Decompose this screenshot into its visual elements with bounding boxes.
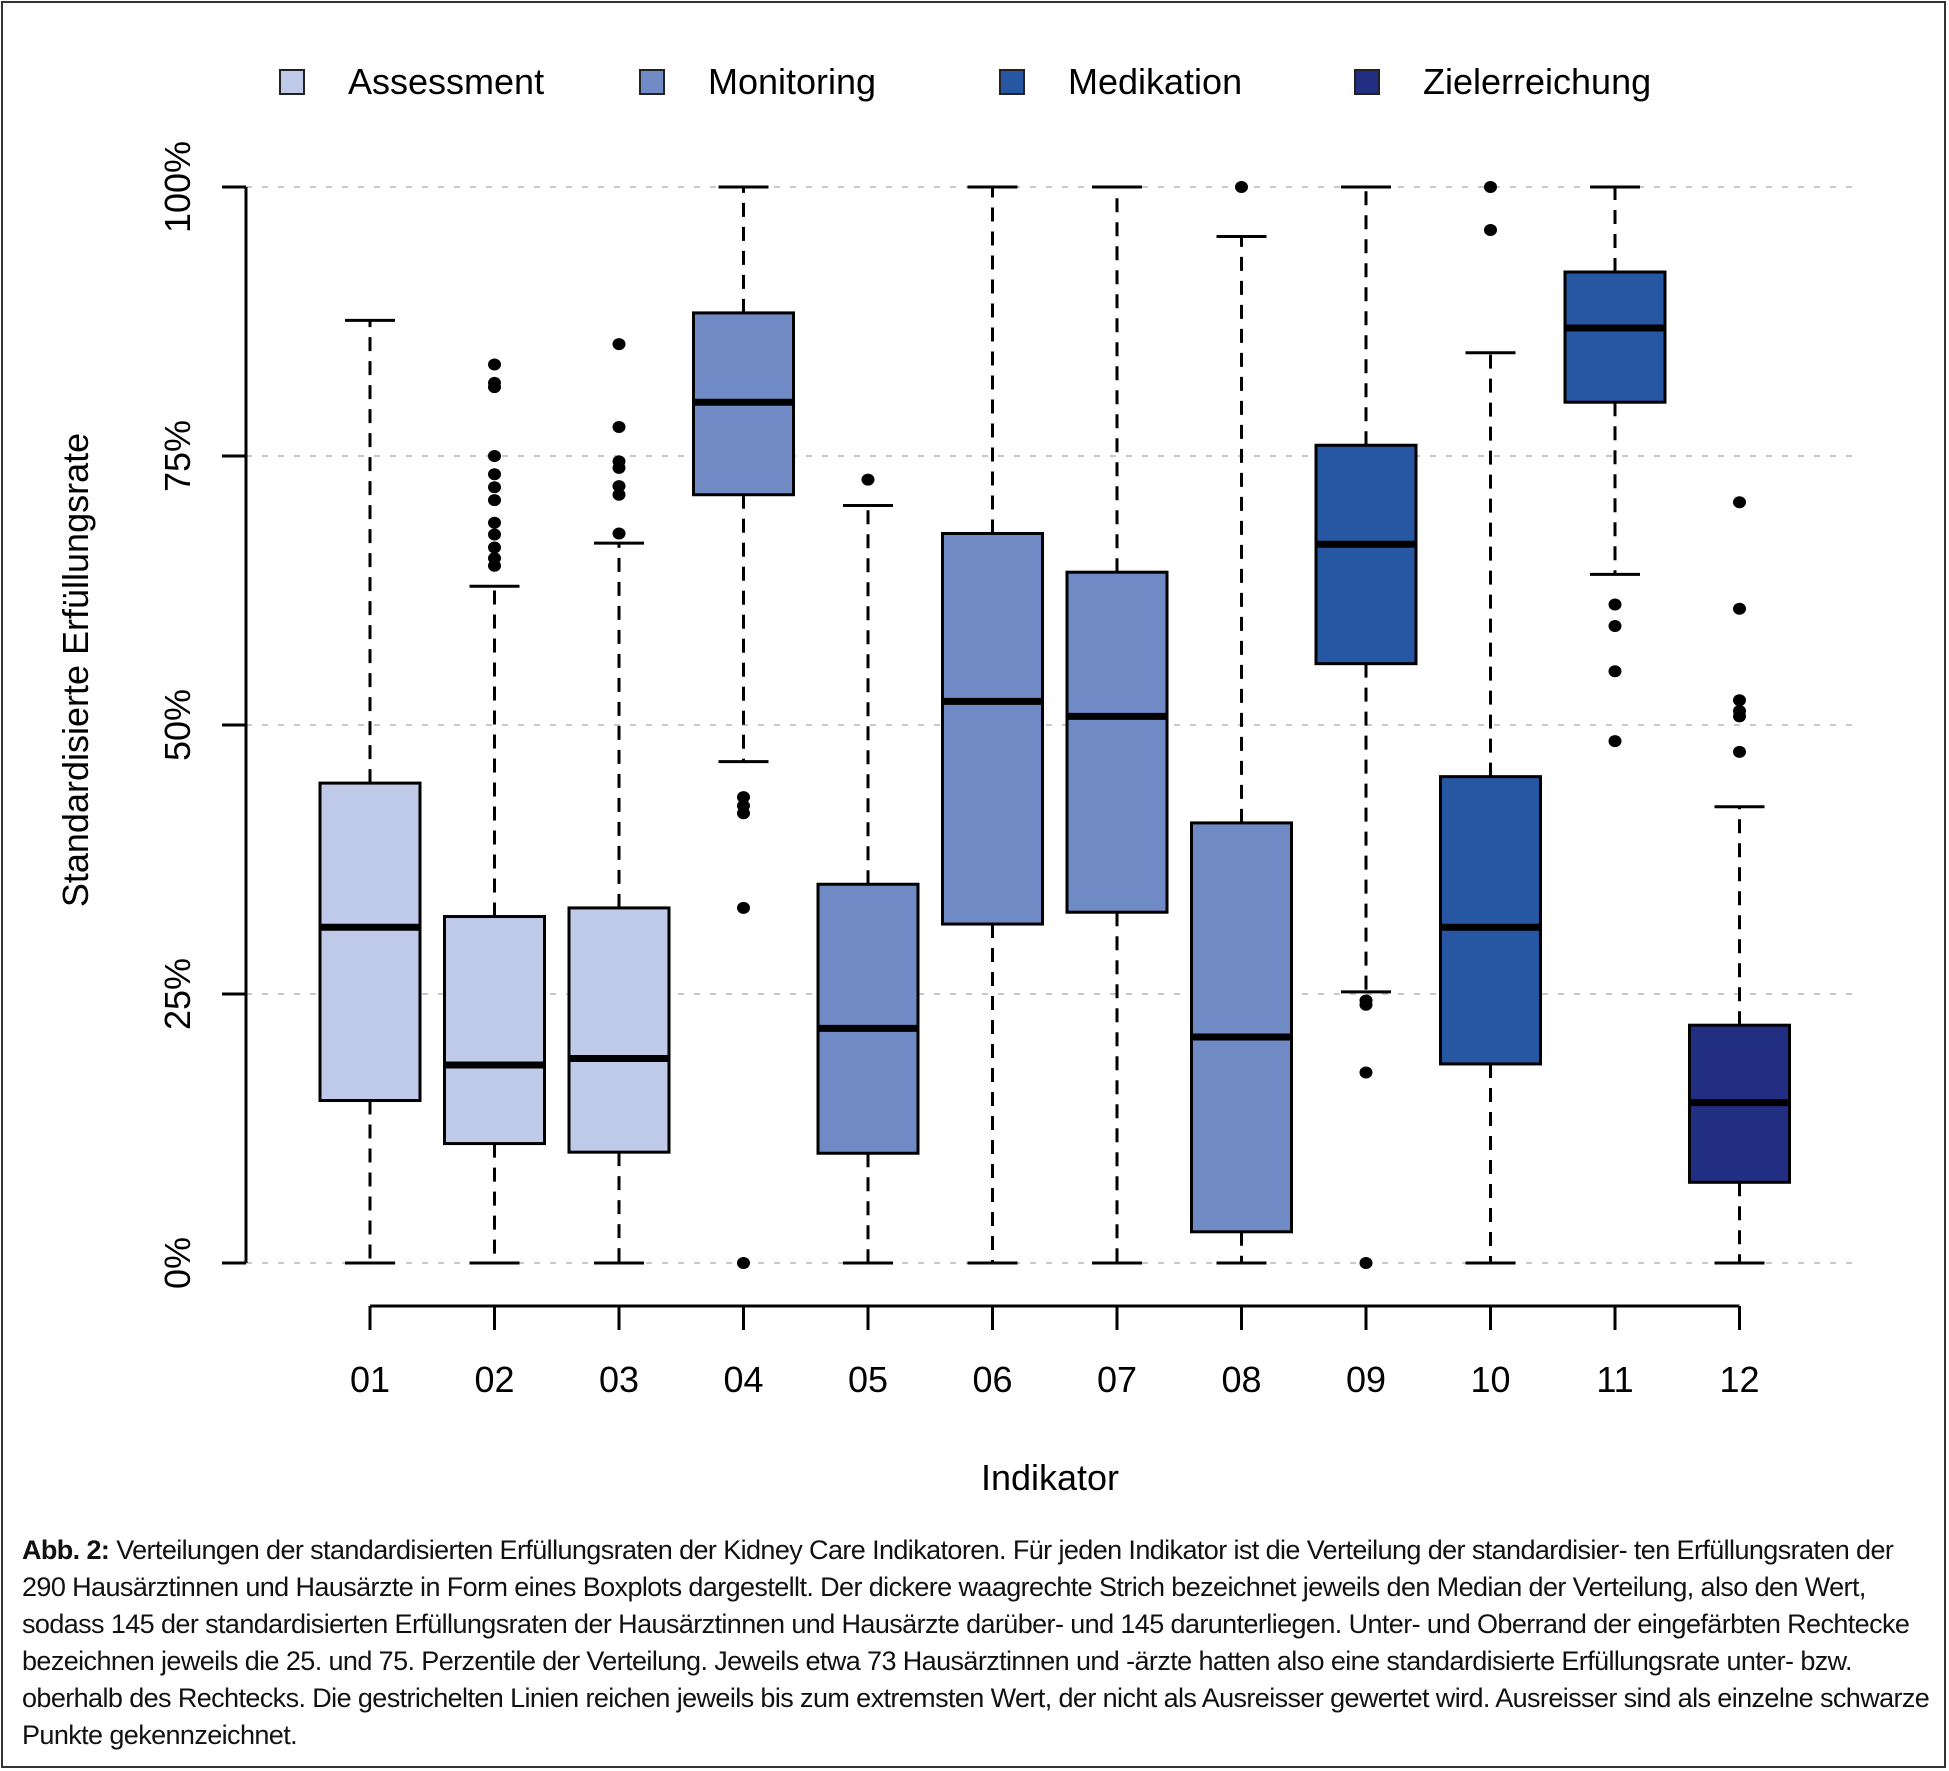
x-tick-label: 04 (723, 1359, 763, 1400)
outlier-point (612, 455, 626, 468)
legend-label-zielerreichung: Zielerreichung (1423, 61, 1651, 102)
iqr-box (1563, 270, 1667, 404)
outlier-point (488, 552, 501, 565)
iqr-box (1439, 775, 1542, 1066)
outlier-point (737, 1257, 750, 1269)
iqr-box (567, 906, 671, 1154)
iqr-box (1314, 443, 1418, 666)
legend-swatch-assessment (279, 69, 305, 95)
legend-swatch-medikation (999, 69, 1025, 95)
y-tick-label: 25% (157, 958, 198, 1030)
outlier-point (737, 799, 750, 812)
boxplot-chart: Assessment Monitoring Medikation Zielerreic… (55, 61, 1858, 1498)
box-11 (1563, 185, 1667, 748)
x-tick-label: 09 (1346, 1359, 1386, 1400)
box-09 (1314, 185, 1418, 1269)
outlier-point (1733, 602, 1746, 615)
y-tick-label: 100% (157, 141, 198, 233)
outlier-point (488, 450, 501, 462)
outlier-point (1359, 1257, 1373, 1269)
iqr-box (1065, 570, 1169, 914)
x-tick-label: 07 (1097, 1359, 1137, 1400)
caption-label: Abb. 2: (22, 1535, 110, 1565)
outlier-point (1733, 694, 1746, 707)
outlier-point (488, 541, 501, 554)
x-tick-label: 08 (1221, 1359, 1261, 1400)
legend: Assessment Monitoring Medikation Zielerreic… (279, 61, 1651, 102)
x-tick-label: 10 (1470, 1359, 1510, 1400)
box-08 (1190, 181, 1293, 1265)
outlier-point (1359, 1066, 1373, 1079)
x-axis-label: Indikator (981, 1457, 1119, 1498)
iqr-box (318, 781, 422, 1103)
box-10 (1439, 181, 1542, 1265)
outlier-point (612, 420, 626, 433)
iqr-box (443, 915, 546, 1146)
x-tick-label: 05 (848, 1359, 888, 1400)
outlier-point (612, 338, 626, 351)
outlier-point (488, 516, 501, 529)
outlier-point (488, 494, 501, 507)
x-tick-label: 12 (1719, 1359, 1759, 1400)
y-tick-label: 75% (157, 420, 198, 492)
legend-label-assessment: Assessment (348, 61, 544, 102)
box-06 (941, 185, 1044, 1265)
caption-text: Verteilungen der standardisierten Erfüll… (22, 1535, 1930, 1750)
outlier-point (1733, 745, 1746, 758)
box-05 (816, 473, 920, 1265)
iqr-box (816, 882, 920, 1155)
x-tick-label: 03 (599, 1359, 639, 1400)
x-tick-label: 01 (350, 1359, 390, 1400)
box-01 (318, 318, 422, 1265)
x-axis: 01 02 03 04 05 06 07 08 09 10 11 12 (350, 1304, 1760, 1400)
outlier-point (488, 528, 501, 541)
outlier-point (1608, 665, 1622, 678)
outlier-point (1484, 181, 1497, 193)
iqr-box (1190, 821, 1293, 1234)
boxes (318, 181, 1791, 1269)
outlier-point (488, 376, 501, 389)
outlier-point (1608, 598, 1622, 611)
outlier-point (1733, 705, 1746, 718)
outlier-point (612, 527, 626, 540)
y-tick-label: 50% (157, 689, 198, 761)
y-axis-label: Standardisierte Erfüllungsrate (55, 433, 96, 907)
box-03 (567, 338, 671, 1265)
box-07 (1065, 185, 1169, 1265)
legend-swatch-zielerreichung (1354, 69, 1380, 95)
outlier-point (1359, 994, 1373, 1007)
outlier-point (1733, 496, 1746, 509)
outlier-point (1235, 181, 1248, 193)
outlier-point (1608, 735, 1622, 748)
y-tick-label: 0% (157, 1237, 198, 1289)
y-axis: 0% 25% 50% 75% 100% (157, 141, 248, 1289)
box-02 (443, 358, 546, 1265)
x-tick-label: 06 (972, 1359, 1012, 1400)
outlier-point (737, 791, 750, 804)
legend-swatch-monitoring (639, 69, 665, 95)
figure-caption: Abb. 2: Verteilungen der standardisierte… (22, 1532, 1932, 1754)
outlier-point (488, 358, 501, 371)
outlier-point (737, 901, 750, 914)
outlier-point (488, 468, 501, 481)
box-04 (692, 185, 795, 1269)
outlier-point (1608, 620, 1622, 633)
outlier-point (612, 488, 626, 501)
outlier-point (488, 481, 501, 494)
iqr-box (941, 531, 1044, 926)
legend-label-monitoring: Monitoring (708, 61, 876, 102)
outlier-point (1484, 224, 1497, 237)
box-12 (1688, 496, 1791, 1265)
x-tick-label: 11 (1596, 1359, 1633, 1400)
outlier-point (861, 473, 875, 486)
gridlines (246, 186, 1858, 1264)
legend-label-medikation: Medikation (1068, 61, 1242, 102)
x-tick-label: 02 (474, 1359, 514, 1400)
outlier-point (612, 480, 626, 493)
